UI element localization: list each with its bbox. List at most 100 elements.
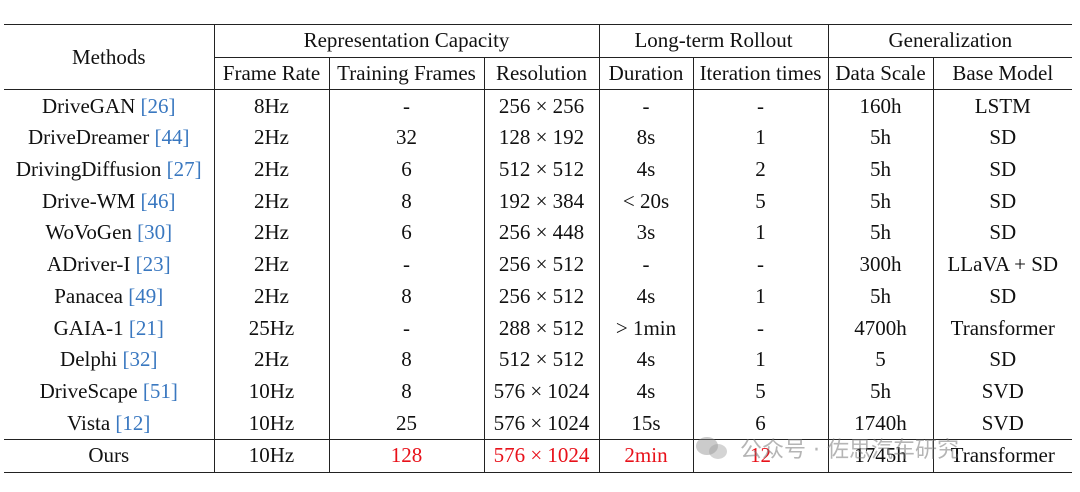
table-row: ADriver-I [23] 2Hz -256 × 512- -300h LLaVA +… — [4, 248, 1073, 281]
base-model-cell: SD — [932, 280, 1073, 313]
table-row: Panacea [49] 2Hz 8 256 × 512 4s 1 5h SD — [4, 280, 1073, 313]
method-name: Delphi — [60, 347, 118, 372]
resolution-cell: 256 × 256 — [483, 89, 599, 123]
method-name: Drive-WM — [41, 188, 136, 213]
duration-cell: 3s — [598, 217, 693, 249]
frame-rate-cell: 2Hz — [213, 122, 329, 154]
resolution-cell: 512 × 512 — [483, 343, 599, 376]
table-row-ours: Ours 10Hz 128 576 × 1024 2min 12 1745h T… — [4, 438, 1073, 473]
data-scale-cell: 5 — [827, 343, 934, 376]
method-cell: DriveGAN [26] — [4, 90, 214, 122]
ours-method-cell: Ours — [4, 438, 214, 473]
citation-link[interactable]: [27] — [166, 157, 202, 182]
header-training-frames: Training Frames — [328, 57, 484, 90]
ours-duration: 2min — [598, 438, 693, 473]
method-name: DriveDreamer — [27, 125, 150, 150]
header-resolution: Resolution — [483, 57, 599, 90]
data-scale-cell: 300h — [827, 248, 934, 281]
iteration-times-cell: 2 — [692, 153, 829, 186]
duration-cell: 15s — [598, 407, 693, 440]
base-model-cell: SD — [932, 153, 1073, 186]
citation-link[interactable]: [21] — [128, 315, 164, 340]
comparison-table: Methods Representation Capacity Long-ter… — [4, 24, 1073, 473]
citation-link[interactable]: [49] — [128, 283, 164, 308]
method-name: DriveScape — [39, 378, 138, 403]
duration-cell: 4s — [598, 153, 693, 186]
training-frames-cell: - — [328, 312, 484, 344]
training-frames-cell: 8 — [328, 343, 484, 376]
method-name: ADriver-I — [46, 252, 131, 277]
resolution-cell: 256 × 448 — [483, 217, 599, 249]
header-group-representation: Representation Capacity — [213, 24, 599, 58]
data-scale-cell: 160h — [827, 89, 934, 123]
citation-link[interactable]: [12] — [115, 410, 151, 435]
citation-link[interactable]: [51] — [142, 378, 178, 403]
frame-rate-cell: 10Hz — [213, 407, 329, 440]
resolution-cell: 288 × 512 — [483, 312, 599, 344]
resolution-cell: 576 × 1024 — [483, 375, 599, 408]
base-model-cell: SD — [932, 122, 1073, 154]
ours-training-frames: 128 — [328, 438, 484, 473]
resolution-cell: 192 × 384 — [483, 185, 599, 218]
training-frames-cell: 8 — [328, 280, 484, 313]
table-row: WoVoGen [30] 2Hz 6 256 × 448 3s 1 5h SD — [4, 217, 1073, 249]
iteration-times-cell: - — [692, 312, 829, 344]
header-data-scale: Data Scale — [827, 57, 934, 90]
method-cell: DriveDreamer [44] — [4, 122, 214, 154]
resolution-cell: 512 × 512 — [483, 153, 599, 186]
training-frames-cell: 25 — [328, 407, 484, 440]
method-name: Panacea — [54, 283, 124, 308]
ours-base-model: Transformer — [932, 438, 1073, 473]
frame-rate-cell: 2Hz — [213, 185, 329, 218]
method-cell: Drive-WM [46] — [4, 185, 214, 217]
citation-link[interactable]: [30] — [137, 220, 173, 245]
frame-rate-cell: 2Hz — [213, 248, 329, 281]
data-scale-cell: 5h — [827, 375, 934, 408]
training-frames-cell: 6 — [328, 153, 484, 186]
training-frames-cell: 8 — [328, 375, 484, 408]
duration-cell: - — [598, 89, 693, 123]
ours-iteration-times: 12 — [692, 438, 829, 473]
citation-link[interactable]: [23] — [135, 252, 171, 277]
citation-link[interactable]: [46] — [140, 188, 176, 213]
header-methods: Methods — [4, 24, 214, 91]
method-cell: ADriver-I [23] — [4, 249, 214, 281]
method-cell: Vista [12] — [4, 407, 214, 439]
iteration-times-cell: 1 — [692, 217, 829, 249]
training-frames-cell: - — [328, 248, 484, 281]
header-iteration-times: Iteration times — [692, 57, 829, 90]
header-base-model: Base Model — [932, 57, 1073, 90]
base-model-cell: SD — [932, 343, 1073, 376]
data-scale-cell: 1740h — [827, 407, 934, 440]
ours-data-scale: 1745h — [827, 438, 934, 473]
method-cell: GAIA-1 [21] — [4, 312, 214, 344]
table-row: DriveGAN [26] 8Hz -256 × 256- -160h LSTM — [4, 89, 1073, 123]
iteration-times-cell: 6 — [692, 407, 829, 440]
table-row: DrivingDiffusion [27] 2Hz 6 512 × 512 4s 2 5h S… — [4, 153, 1073, 186]
training-frames-cell: - — [328, 89, 484, 123]
citation-link[interactable]: [26] — [140, 93, 176, 118]
duration-cell: 4s — [598, 280, 693, 313]
duration-cell: - — [598, 248, 693, 281]
header-frame-rate: Frame Rate — [213, 57, 329, 90]
base-model-cell: SVD — [932, 375, 1073, 408]
iteration-times-cell: 1 — [692, 343, 829, 376]
training-frames-cell: 32 — [328, 122, 484, 154]
base-model-cell: SVD — [932, 407, 1073, 440]
method-name: Vista — [67, 410, 111, 435]
method-cell: Delphi [32] — [4, 344, 214, 376]
data-scale-cell: 5h — [827, 280, 934, 313]
header-group-generalization: Generalization — [827, 24, 1073, 58]
base-model-cell: LLaVA + SD — [932, 248, 1073, 281]
citation-link[interactable]: [44] — [154, 125, 190, 150]
iteration-times-cell: 5 — [692, 375, 829, 408]
data-scale-cell: 5h — [827, 122, 934, 154]
base-model-cell: Transformer — [932, 312, 1073, 344]
data-scale-cell: 5h — [827, 185, 934, 218]
citation-link[interactable]: [32] — [122, 347, 158, 372]
table-row: Drive-WM [46] 2Hz 8 192 × 384 < 20s 5 5h SD — [4, 185, 1073, 218]
table-row: Delphi [32] 2Hz 8 512 × 512 4s 1 5 SD — [4, 343, 1073, 376]
training-frames-cell: 6 — [328, 217, 484, 249]
table-row: DriveDreamer [44] 2Hz 32 128 × 192 8s 1 5h SD — [4, 122, 1073, 154]
iteration-times-cell: - — [692, 248, 829, 281]
